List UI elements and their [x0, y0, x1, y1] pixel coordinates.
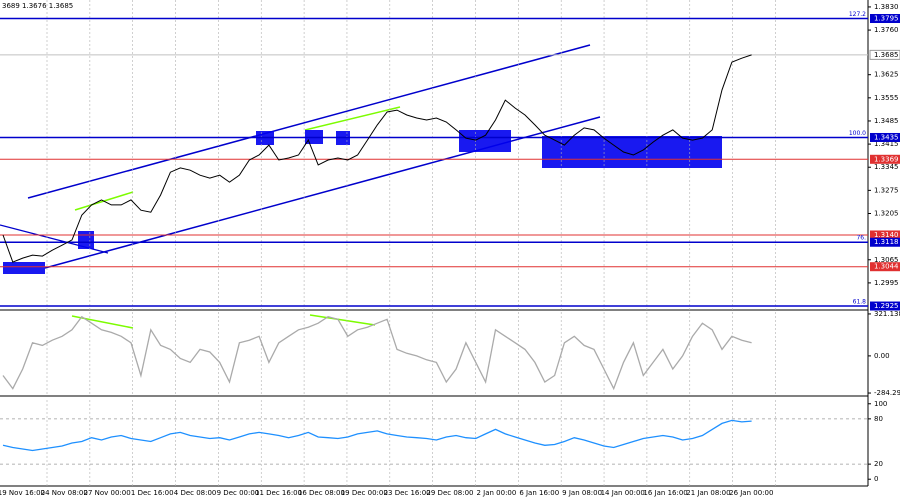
- x-tick-label: 27 Nov 00:00: [83, 489, 130, 497]
- y-tick-label: 1.3415: [874, 140, 899, 148]
- y-tick-label: 1.3065: [874, 256, 899, 264]
- x-tick-label: 19 Nov 16:00: [0, 489, 45, 497]
- level-label: 1.3369: [874, 155, 899, 163]
- zone-box: [3, 262, 45, 274]
- x-tick-label: 4 Dec 08:00: [174, 489, 217, 497]
- y-tick-label: 1.3760: [874, 26, 899, 34]
- y-tick-label: 321.1386: [874, 310, 900, 318]
- x-tick-label: 2 Jan 00:00: [476, 489, 516, 497]
- divergence-line: [71, 315, 134, 329]
- level-label: 1.3795: [874, 15, 899, 23]
- level-label-box: [870, 230, 900, 240]
- level-label: 1.3685: [874, 51, 899, 59]
- fib-label: 76.: [856, 235, 866, 242]
- fib-label: 100.0: [849, 130, 866, 137]
- y-tick-label: 1.3205: [874, 209, 899, 217]
- y-tick-label: 0: [874, 475, 878, 483]
- x-tick-label: 29 Dec 08:00: [426, 489, 473, 497]
- level-label-box: [870, 301, 900, 311]
- y-tick-label: 0.00: [874, 352, 890, 360]
- level-label-box: [870, 132, 900, 142]
- x-tick-label: 11 Dec 16:00: [255, 489, 302, 497]
- level-label-box: [870, 154, 900, 164]
- y-tick-label: 100: [874, 400, 887, 408]
- x-tick-label: 26 Jan 00:00: [729, 489, 773, 497]
- level-label: 1.3044: [874, 263, 899, 271]
- y-tick-label: 1.3830: [874, 3, 899, 11]
- y-tick-label: 1.3555: [874, 94, 899, 102]
- y-tick-label: 1.3345: [874, 163, 899, 171]
- series-line: [2, 419, 752, 452]
- fib-label: 61.8: [853, 299, 867, 306]
- level-label: 1.3140: [874, 231, 899, 239]
- series-line: [2, 315, 752, 391]
- x-tick-label: 14 Jan 00:00: [601, 489, 645, 497]
- level-label-box: [870, 14, 900, 24]
- level-label-box: [870, 262, 900, 272]
- zone-box: [459, 130, 511, 152]
- level-label: 1.3118: [874, 238, 899, 246]
- x-tick-label: 19 Dec 00:00: [341, 489, 388, 497]
- y-tick-label: 1.3485: [874, 117, 899, 125]
- zone-box: [78, 231, 94, 249]
- zone-box: [542, 136, 722, 168]
- y-tick-label: 1.3625: [874, 71, 899, 79]
- y-tick-label: 1.3275: [874, 186, 899, 194]
- y-tick-label: -284.290: [874, 389, 900, 397]
- y-tick-label: 1.2995: [874, 279, 899, 287]
- series-line: [2, 54, 752, 263]
- level-label: 1.2925: [874, 302, 899, 310]
- x-tick-label: 9 Dec 00:00: [217, 489, 260, 497]
- level-label: 1.3435: [874, 133, 899, 141]
- x-tick-label: 16 Jan 16:00: [643, 489, 687, 497]
- x-tick-label: 1 Dec 16:00: [131, 489, 174, 497]
- x-tick-label: 9 Jan 08:00: [562, 489, 602, 497]
- x-tick-label: 16 Dec 08:00: [298, 489, 345, 497]
- x-tick-label: 23 Dec 16:00: [384, 489, 431, 497]
- divergence-line: [309, 314, 376, 326]
- y-tick-label: 80: [874, 415, 883, 423]
- fib-label: 127.2: [849, 11, 866, 18]
- channel-upper: [27, 44, 591, 199]
- level-label-box: [870, 237, 900, 247]
- price-header: 3689 1.3676 1.3685: [2, 2, 73, 10]
- level-label-box: [869, 49, 900, 60]
- x-tick-label: 24 Nov 08:00: [41, 489, 88, 497]
- x-tick-label: 21 Jan 08:00: [686, 489, 730, 497]
- x-tick-label: 6 Jan 16:00: [519, 489, 559, 497]
- y-tick-label: 20: [874, 460, 883, 468]
- divergence-line: [304, 106, 401, 131]
